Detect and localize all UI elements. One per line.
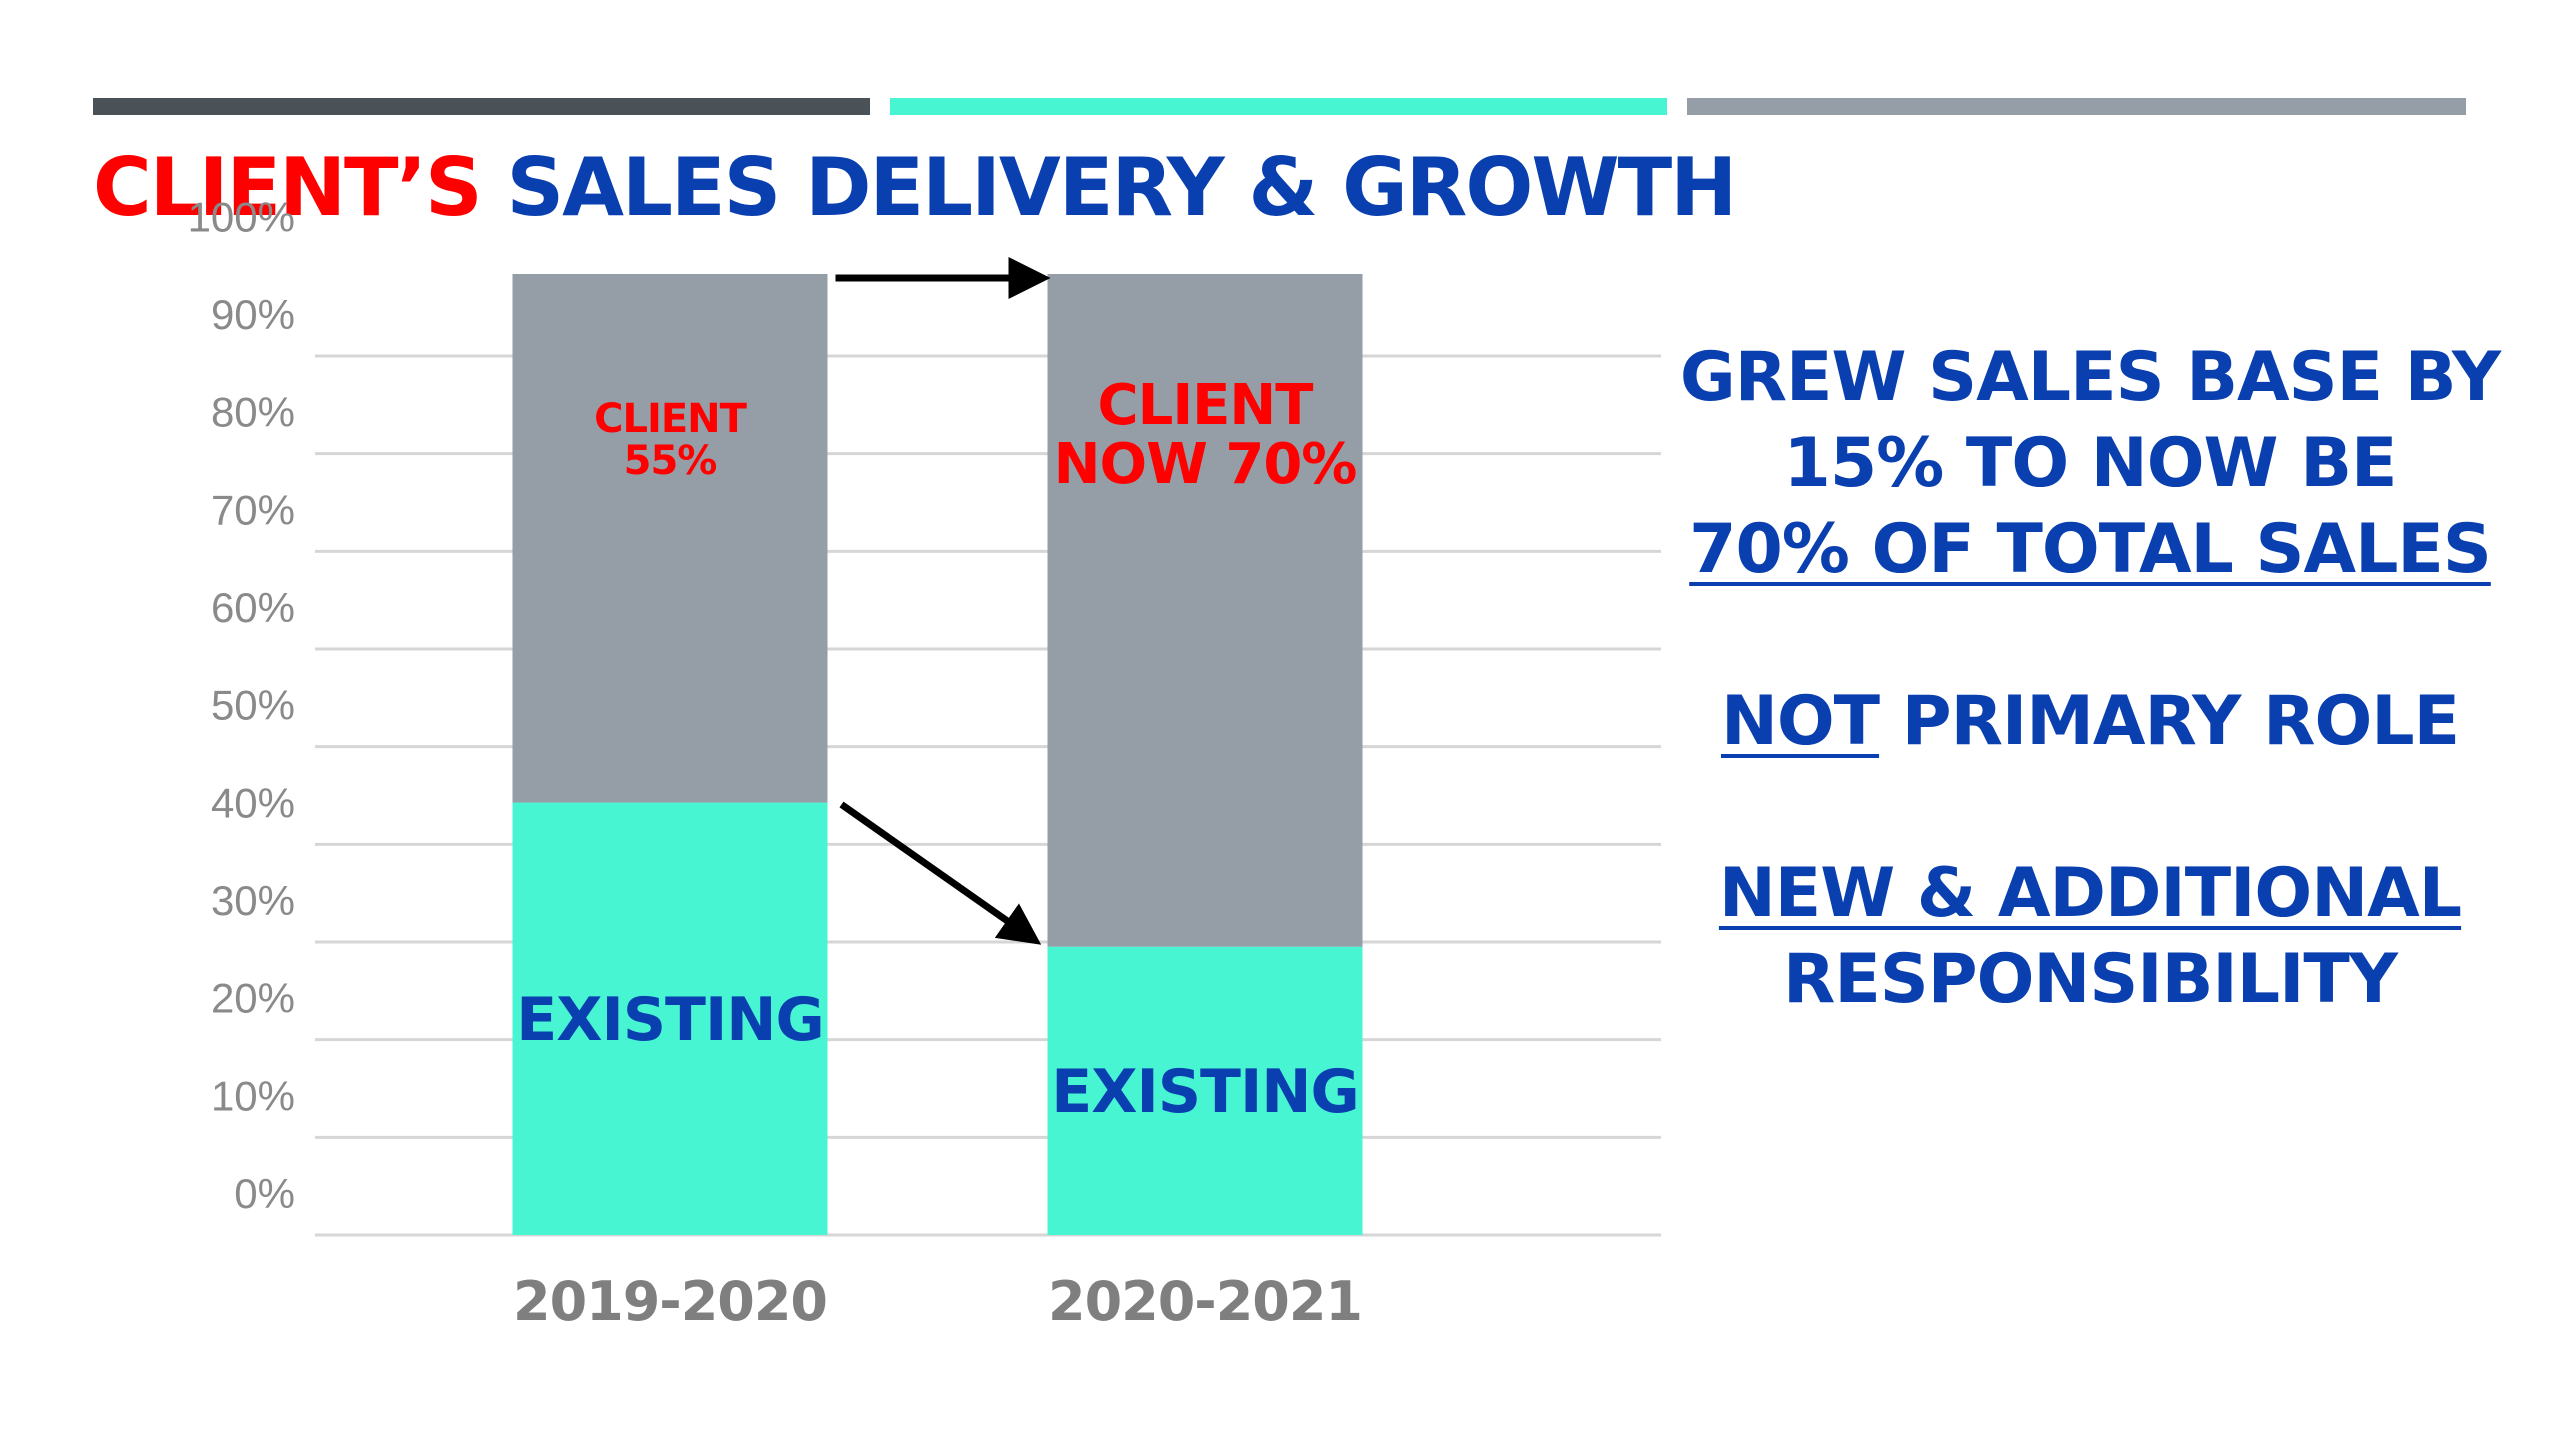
summary-text: GREW SALES BASE BY 15% TO NOW BE 70% OF … xyxy=(1660,335,2520,1023)
y-tick-label: 80% xyxy=(211,389,295,436)
bar-existing-2019-2020 xyxy=(512,802,828,1235)
bar-client-2019-2020 xyxy=(512,274,828,803)
summary-line-2: 15% TO NOW BE xyxy=(1783,424,2398,503)
y-tick-label: 50% xyxy=(211,682,295,729)
bar-client-2020-2021 xyxy=(1047,274,1363,947)
decor-bar-dark xyxy=(93,98,870,115)
y-tick-label: 90% xyxy=(211,291,295,338)
decor-bar-gray xyxy=(1687,98,2466,115)
title-rest: SALES DELIVERY & GROWTH xyxy=(506,141,1738,234)
segment-label: NOW 70% xyxy=(1054,432,1357,497)
y-tick-label: 10% xyxy=(211,1072,295,1119)
slide-title: CLIENT’S SALES DELIVERY & GROWTH xyxy=(93,140,1738,236)
y-tick-label: 70% xyxy=(211,486,295,533)
y-tick-label: 30% xyxy=(211,877,295,924)
decor-bar-teal xyxy=(890,98,1667,115)
y-tick-label: 40% xyxy=(211,779,295,826)
summary-line-3: 70% OF TOTAL SALES xyxy=(1689,510,2492,589)
y-tick-label: 60% xyxy=(211,584,295,631)
summary-line-5: NEW & ADDITIONAL xyxy=(1718,854,2462,933)
segment-label: 55% xyxy=(624,438,717,484)
segment-label: EXISTING xyxy=(516,985,824,1055)
summary-line-6: RESPONSIBILITY xyxy=(1782,940,2398,1019)
not-word: NOT xyxy=(1720,682,1880,761)
summary-line-1: GREW SALES BASE BY xyxy=(1679,338,2501,417)
segment-label: CLIENT xyxy=(594,396,748,442)
y-tick-label: 20% xyxy=(211,975,295,1022)
title-client: CLIENT’S xyxy=(93,141,483,234)
segment-label: EXISTING xyxy=(1051,1057,1359,1127)
x-category-label: 2019-2020 xyxy=(513,1270,827,1333)
primary-role-text: PRIMARY ROLE xyxy=(1879,682,2460,761)
segment-label: CLIENT xyxy=(1098,373,1314,438)
bar-existing-2020-2021 xyxy=(1047,946,1363,1235)
arrow-existing xyxy=(839,801,1042,945)
y-tick-label: 0% xyxy=(234,1170,295,1217)
x-category-label: 2020-2021 xyxy=(1048,1270,1362,1333)
y-tick-label: 100% xyxy=(188,193,295,240)
